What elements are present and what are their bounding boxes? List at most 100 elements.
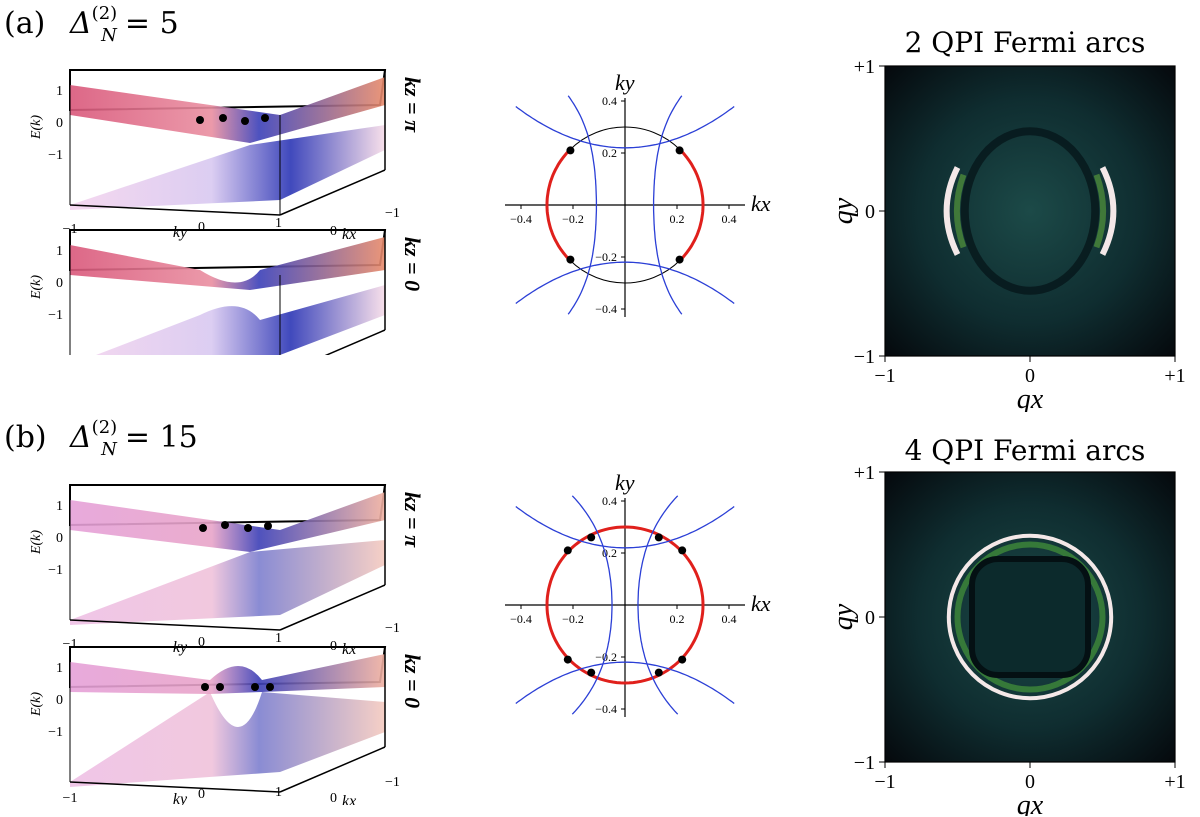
tick-label: −1 bbox=[63, 637, 78, 652]
y-tick-label: +1 bbox=[854, 466, 875, 484]
kx-axis-label: kx bbox=[342, 641, 356, 658]
tick-label: −1 bbox=[385, 206, 400, 221]
crossing-point bbox=[587, 668, 596, 677]
y-tick-label: 0 bbox=[865, 201, 875, 223]
x-axis-label: kx bbox=[751, 591, 771, 616]
band-structure-a: 1 0 −1 E(k) −1 ky 0 1 0 kx −1 kz = π 1 0… bbox=[29, 69, 425, 355]
delta-symbol: Δ bbox=[70, 420, 92, 455]
kz-label-top: kz = π bbox=[400, 77, 425, 133]
x-tick-label: −0.4 bbox=[510, 612, 532, 626]
y-axis-label: qy bbox=[830, 603, 859, 630]
y-tick-label: 0 bbox=[865, 607, 875, 629]
tick-label: 0 bbox=[330, 791, 337, 805]
y-tick-label: −0.2 bbox=[595, 250, 617, 264]
tick-label: 0 bbox=[198, 787, 205, 802]
panel-a-label: (a) bbox=[4, 6, 46, 41]
kz-label-bottom: kz = 0 bbox=[400, 654, 425, 708]
qpi-arc-shadow bbox=[1093, 173, 1107, 249]
panel-b-delta: Δ(2)N = 15 bbox=[70, 417, 198, 460]
fermi-curve bbox=[652, 95, 683, 315]
qpi-inner-square bbox=[969, 556, 1091, 678]
qpi-arc-shadow bbox=[953, 173, 967, 249]
tick-label: 1 bbox=[56, 244, 63, 259]
y-axis-label: qy bbox=[830, 197, 859, 224]
fermi-arc bbox=[624, 525, 705, 685]
ky-axis-label: ky bbox=[173, 224, 188, 241]
tick-label: 0 bbox=[56, 693, 63, 708]
x-tick-label: 0 bbox=[1025, 365, 1035, 387]
x-tick-label: +1 bbox=[1164, 365, 1185, 387]
fermi-curve bbox=[567, 95, 598, 315]
energy-axis-label: E(k) bbox=[29, 692, 44, 717]
panel-b-label: (b) bbox=[4, 420, 47, 455]
qpi-map-b: −1 0 +1 +1 0 −1 qx qy bbox=[830, 466, 1186, 816]
x-tick-label: +1 bbox=[1164, 771, 1185, 793]
y-tick-label: −0.2 bbox=[595, 650, 617, 664]
delta-symbol: Δ bbox=[70, 6, 92, 41]
qpi-arc bbox=[946, 533, 1114, 701]
panel-a-delta: Δ(2)N = 5 bbox=[70, 3, 179, 46]
kx-axis-label: kx bbox=[342, 226, 356, 243]
fermi-axes: −0.4 −0.2 0.2 0.4 0.4 0.2 −0.2 −0.4 kx ky bbox=[505, 70, 771, 317]
crossing-point bbox=[654, 668, 663, 677]
qpi-axes: −1 0 +1 +1 0 −1 qx qy bbox=[830, 60, 1186, 412]
y-tick-label: +1 bbox=[854, 60, 875, 78]
y-tick-label: 0.4 bbox=[602, 94, 617, 108]
tick-label: −1 bbox=[63, 791, 78, 805]
tick-label: −1 bbox=[385, 775, 400, 790]
crossing-point bbox=[678, 546, 687, 555]
band-plot-b-bottom: 1 0 −1 E(k) −1 ky 0 1 0 kx −1 kz = 0 bbox=[29, 646, 425, 805]
tick-label: 0 bbox=[56, 116, 63, 131]
kz-label-bottom: kz = 0 bbox=[400, 237, 425, 291]
crossing-point bbox=[566, 146, 575, 155]
qpi-title-b: 4 QPI Fermi arcs bbox=[904, 434, 1146, 467]
x-axis-label: kx bbox=[751, 191, 771, 216]
y-axis-label: ky bbox=[615, 470, 635, 495]
band-plot-a-top: 1 0 −1 E(k) −1 ky 0 1 0 kx −1 kz = π bbox=[29, 69, 425, 243]
fermi-curve bbox=[515, 261, 735, 305]
tick-label: −1 bbox=[48, 725, 63, 740]
band-plot-b-top: 1 0 −1 E(k) −1 ky 0 1 0 kx −1 kz = π bbox=[29, 484, 425, 658]
y-tick-label: 0.4 bbox=[602, 494, 617, 508]
qpi-dark-ring bbox=[960, 127, 1100, 295]
qpi-title-a: 2 QPI Fermi arcs bbox=[904, 26, 1146, 59]
x-tick-label: −0.2 bbox=[562, 212, 584, 226]
y-tick-label: −1 bbox=[854, 752, 875, 774]
x-tick-label: 0 bbox=[1025, 771, 1035, 793]
fermi-curve bbox=[515, 661, 735, 705]
fermi-arc bbox=[545, 148, 571, 262]
tick-label: 1 bbox=[56, 661, 63, 676]
tick-label: 1 bbox=[56, 84, 63, 99]
tick-label: 0 bbox=[56, 276, 63, 291]
fermi-curve bbox=[637, 495, 679, 715]
energy-axis-label: E(k) bbox=[29, 275, 44, 300]
x-axis-label: qx bbox=[1017, 790, 1044, 816]
crossing-point bbox=[654, 533, 663, 542]
y-tick-label: −0.4 bbox=[595, 302, 617, 316]
energy-axis-label: E(k) bbox=[29, 530, 44, 555]
x-tick-label: 0.4 bbox=[722, 212, 737, 226]
x-tick-label: 0.4 bbox=[722, 612, 737, 626]
tick-label: 0 bbox=[198, 220, 205, 235]
tick-label: −1 bbox=[48, 308, 63, 323]
energy-axis-label: E(k) bbox=[29, 115, 44, 140]
tick-label: 0 bbox=[56, 531, 63, 546]
x-tick-label: −1 bbox=[874, 771, 895, 793]
crossing-point bbox=[587, 533, 596, 542]
qpi-axes: −1 0 +1 +1 0 −1 qx qy bbox=[830, 466, 1186, 816]
tick-label: −1 bbox=[48, 148, 63, 163]
tick-label: 1 bbox=[275, 631, 282, 646]
fermi-curve bbox=[515, 105, 735, 149]
tick-label: −1 bbox=[48, 563, 63, 578]
crossing-point bbox=[563, 546, 572, 555]
x-tick-label: 0.2 bbox=[670, 212, 685, 226]
crossing-point bbox=[675, 146, 684, 155]
tick-label: 0 bbox=[198, 635, 205, 650]
y-tick-label: 0.2 bbox=[602, 146, 617, 160]
qpi-arc bbox=[943, 166, 961, 256]
ky-axis-label: ky bbox=[173, 791, 188, 805]
y-tick-label: −0.4 bbox=[595, 702, 617, 716]
fermi-contour-a: −0.4 −0.2 0.2 0.4 0.4 0.2 −0.2 −0.4 kx ky bbox=[505, 70, 771, 317]
crossing-point bbox=[563, 655, 572, 664]
qpi-map-a: −1 0 +1 +1 0 −1 qx qy bbox=[830, 60, 1186, 412]
